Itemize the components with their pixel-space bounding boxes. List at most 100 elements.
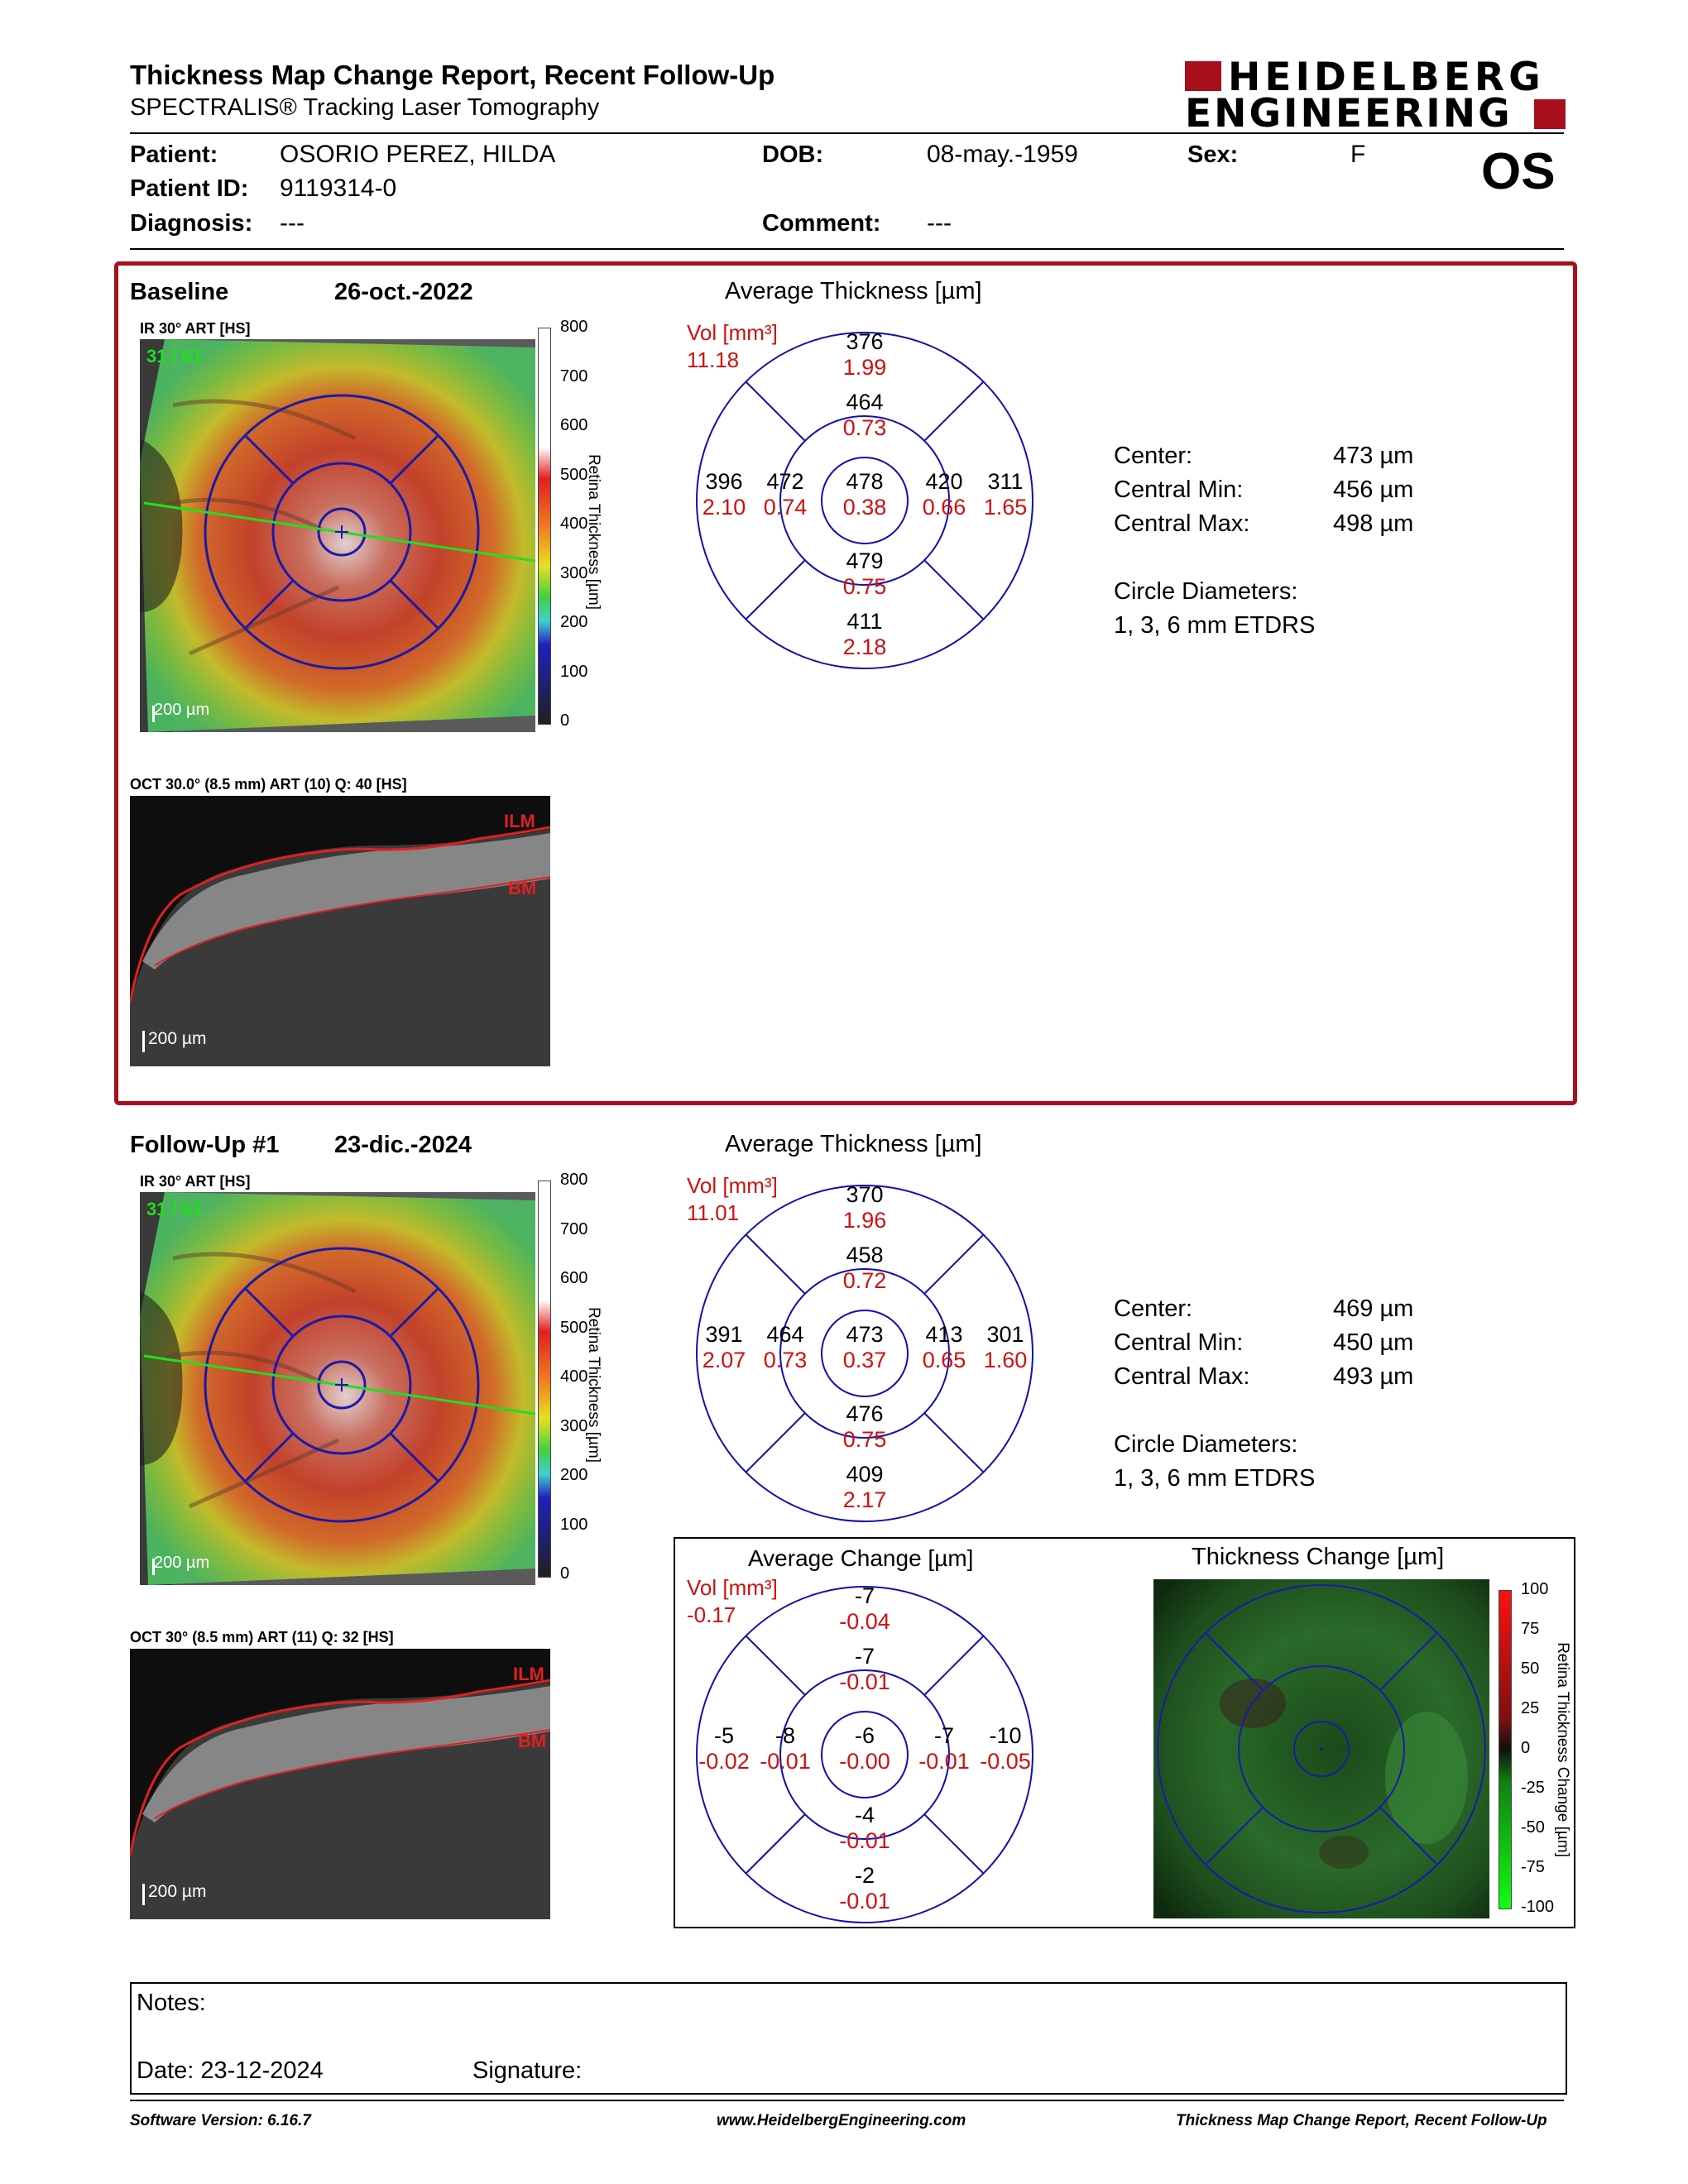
- tick-75: 75: [1521, 1620, 1540, 1638]
- grid-thickness: 479: [846, 548, 884, 573]
- followup-ir-caption: IR 30° ART [HS]: [140, 1173, 251, 1190]
- tick-minus-75: -75: [1521, 1858, 1545, 1876]
- tick-700: 700: [560, 1220, 588, 1238]
- tick-100: 100: [560, 1516, 588, 1534]
- footer-rule: [130, 2100, 1564, 2101]
- tick-25: 25: [1521, 1699, 1540, 1717]
- tick-0: 0: [560, 1564, 570, 1583]
- grid-volume: 2.18: [842, 635, 887, 659]
- grid-change: -8: [774, 1723, 796, 1748]
- followup-scale-text: 200 µm: [154, 1554, 210, 1572]
- grid-volume: 0.75: [842, 574, 887, 599]
- grid-volume: 1.96: [842, 1208, 887, 1233]
- footer-url[interactable]: www.HeidelbergEngineering.com: [717, 2112, 966, 2129]
- grid-volume: 0.73: [842, 415, 887, 440]
- grid-thickness: 478: [846, 469, 884, 494]
- grid-thickness: 311: [987, 469, 1024, 494]
- change-vol-label: Vol [mm³]: [687, 1575, 778, 1600]
- stat-label: Center:: [1114, 443, 1193, 469]
- patient-id-label: Patient ID:: [130, 175, 249, 202]
- grid-change: -2: [854, 1863, 875, 1888]
- grid-volume: 2.10: [702, 495, 746, 520]
- change-colorbar: [1499, 1590, 1512, 1909]
- grid-thickness: 396: [705, 469, 743, 494]
- dob-label: DOB:: [762, 141, 824, 168]
- grid-thickness: 413: [925, 1322, 963, 1347]
- tick-0: 0: [1521, 1739, 1531, 1757]
- grid-volume: 0.73: [763, 1348, 808, 1372]
- baseline-etdrs-overlay: [143, 394, 535, 670]
- tick-800: 800: [560, 318, 588, 336]
- grid-change: -4: [854, 1803, 875, 1827]
- tick-300: 300: [560, 1417, 588, 1435]
- patient-id-value: 9119314-0: [280, 175, 397, 202]
- grid-volume-change: -0.01: [839, 1669, 890, 1694]
- tick-700: 700: [560, 367, 588, 386]
- baseline-etdrs-grid: [696, 332, 1033, 669]
- grid-thickness: 409: [846, 1462, 884, 1487]
- tick-400: 400: [560, 1367, 588, 1386]
- grid-thickness: 420: [925, 469, 963, 494]
- grid-thickness: 472: [766, 469, 804, 494]
- grid-volume: 1.60: [983, 1348, 1028, 1372]
- baseline-colorbar-label: Retina Thickness [µm]: [585, 454, 602, 610]
- grid-volume: 0.37: [842, 1348, 887, 1372]
- grid-thickness: 464: [846, 390, 884, 414]
- followup-vol-total: 11.01: [687, 1200, 740, 1225]
- comment-label: Comment:: [762, 210, 881, 237]
- heidelberg-logo: HEIDELBERG ENGINEERING: [1185, 55, 1566, 136]
- followup-oct-caption: OCT 30° (8.5 mm) ART (11) Q: 32 [HS]: [130, 1629, 394, 1645]
- stat-label: Central Max:: [1114, 510, 1250, 537]
- logo-red-block-top: [1185, 61, 1221, 91]
- baseline-scale-bar: [152, 706, 155, 722]
- grid-thickness: 464: [766, 1322, 804, 1347]
- baseline-oct-bscan: [130, 796, 550, 1066]
- grid-change: -6: [854, 1723, 875, 1748]
- grid-change: -5: [713, 1723, 735, 1748]
- software-version: Software Version: 6.16.7: [130, 2112, 311, 2129]
- followup-label: Follow-Up #1: [130, 1132, 280, 1158]
- stat-value: 450 µm: [1333, 1329, 1414, 1356]
- followup-etdrs-overlay: [143, 1247, 535, 1523]
- grid-volume: 0.38: [842, 495, 887, 520]
- followup-etdrs-grid: [696, 1185, 1033, 1522]
- comment-value: ---: [927, 209, 952, 237]
- baseline-avg-title: Average Thickness [µm]: [725, 278, 982, 304]
- tick-200: 200: [560, 1466, 588, 1484]
- tick-minus-100: -100: [1521, 1898, 1555, 1916]
- followup-oct-scale-text: 200 µm: [148, 1882, 207, 1901]
- baseline-scale-text: 200 µm: [154, 701, 210, 719]
- followup-colorbar-label: Retina Thickness [µm]: [585, 1307, 602, 1463]
- baseline-vol-label: Vol [mm³]: [687, 320, 778, 345]
- grid-volume-change: -0.01: [760, 1749, 811, 1774]
- grid-volume-change: -0.01: [839, 1889, 890, 1913]
- circle-diameters-label: Circle Diameters:: [1114, 578, 1298, 605]
- followup-avg-title: Average Thickness [µm]: [725, 1131, 982, 1157]
- followup-oct-scale-bar: [142, 1884, 145, 1905]
- diagnosis-label: Diagnosis:: [130, 210, 253, 237]
- dob-value: 08-may.-1959: [927, 141, 1078, 168]
- stat-label: Central Min:: [1114, 477, 1244, 503]
- grid-volume: 1.99: [842, 355, 887, 380]
- tick-500: 500: [560, 1319, 588, 1337]
- tick-500: 500: [560, 466, 588, 484]
- grid-volume-change: -0.02: [698, 1749, 750, 1774]
- stat-value: 469 µm: [1333, 1296, 1414, 1322]
- baseline-ir-caption: IR 30° ART [HS]: [140, 320, 251, 337]
- followup-bm-label: BM: [518, 1731, 547, 1751]
- tick-0: 0: [560, 711, 570, 730]
- change-etdrs-grid: [696, 1586, 1033, 1923]
- patient-name: OSORIO PEREZ, HILDA: [280, 141, 556, 168]
- grid-change: -10: [989, 1723, 1022, 1748]
- grid-volume: 2.17: [842, 1487, 887, 1512]
- baseline-colorbar: [538, 328, 551, 725]
- stat-label: Central Min:: [1114, 1329, 1244, 1356]
- grid-thickness: 411: [846, 609, 883, 634]
- notes-box[interactable]: [130, 1982, 1567, 2095]
- change-map-title: Thickness Change [µm]: [1192, 1544, 1445, 1570]
- grid-volume: 0.75: [842, 1427, 887, 1452]
- stat-value: 456 µm: [1333, 477, 1414, 503]
- grid-volume: 0.65: [922, 1348, 966, 1372]
- footer-report-name: Thickness Map Change Report, Recent Foll…: [1176, 2112, 1547, 2129]
- baseline-oct-scale-text: 200 µm: [148, 1029, 207, 1048]
